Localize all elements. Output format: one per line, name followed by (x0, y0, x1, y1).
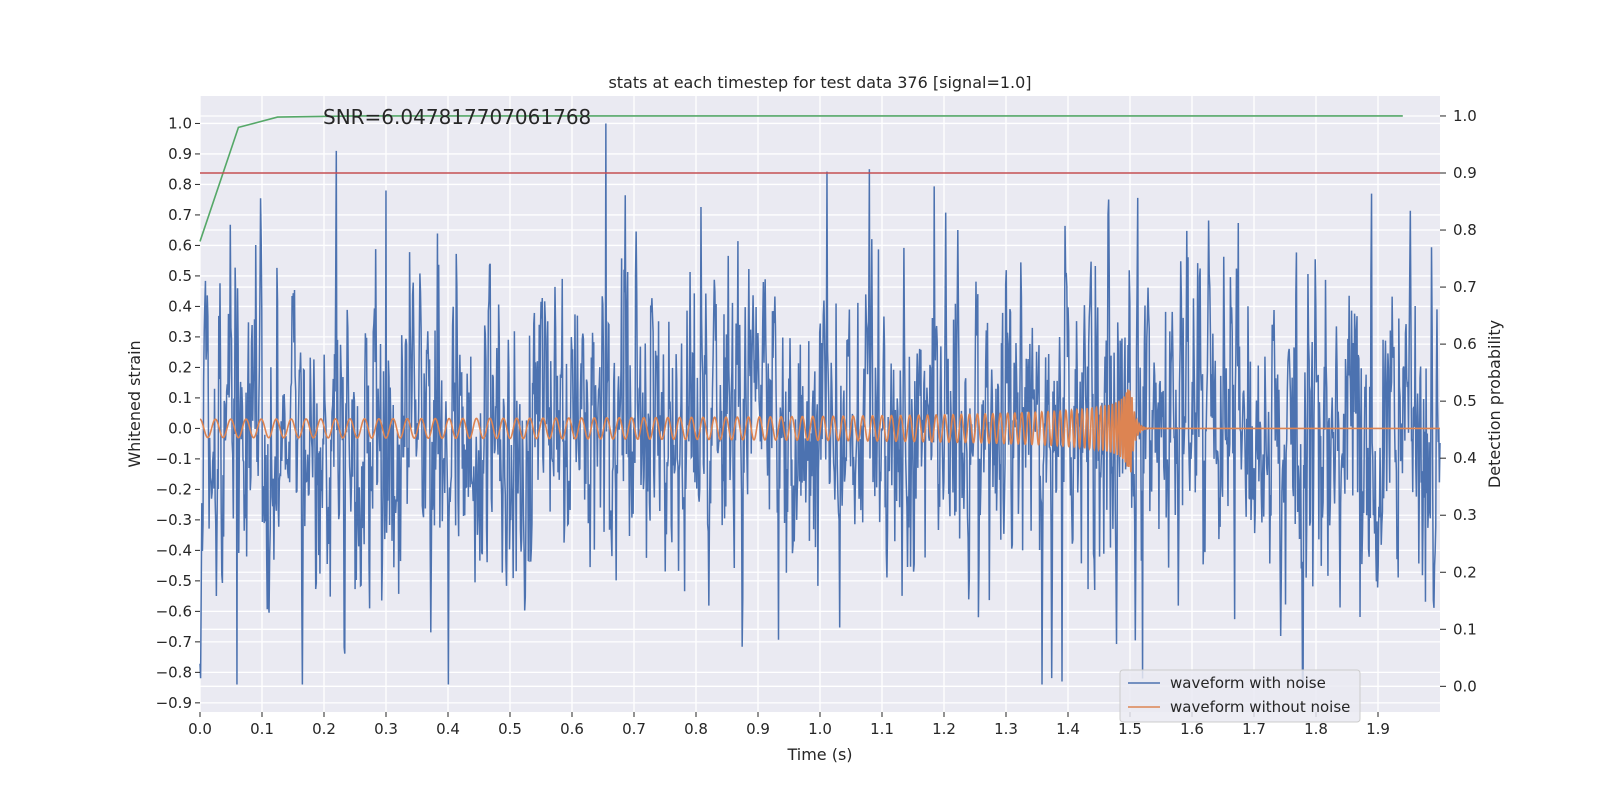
legend-box (1119, 669, 1361, 723)
x-tick-label: 1.3 (994, 720, 1018, 738)
y-left-tick-label: −0.3 (156, 511, 192, 529)
y-left-tick-label: 0.9 (168, 145, 192, 163)
y-right-tick-label: 0.4 (1453, 449, 1477, 467)
y-left-tick-label: 0.1 (168, 389, 192, 407)
x-tick-label: 0.4 (436, 720, 460, 738)
x-tick-label: 1.1 (870, 720, 894, 738)
y-right-tick-label: 0.1 (1453, 620, 1477, 638)
y-left-tick-label: 0.6 (168, 236, 192, 254)
y-left-tick-label: −0.1 (156, 450, 192, 468)
y-left-tick-label: 0.8 (168, 175, 192, 193)
series-line-waveform-with-noise (199, 123, 1441, 686)
x-tick-label: 1.5 (1118, 720, 1142, 738)
legend-label-waveform-with-noise: waveform with noise (1170, 674, 1326, 692)
x-tick-label: 1.2 (932, 720, 956, 738)
x-tick-label: 1.8 (1304, 720, 1328, 738)
x-tick-label: 1.7 (1242, 720, 1266, 738)
y-right-tick-label: 0.3 (1453, 506, 1477, 524)
x-tick-label: 0.8 (684, 720, 708, 738)
y-right-tick-label: 1.0 (1453, 107, 1477, 125)
y-right-tick-label: 0.5 (1453, 392, 1477, 410)
snr-annotation: SNR=6.047817707061768 (323, 105, 591, 129)
legend-label-waveform-without-noise: waveform without noise (1170, 698, 1350, 716)
x-tick-label: 0.5 (498, 720, 522, 738)
x-tick-label: 0.3 (374, 720, 398, 738)
x-tick-label: 1.6 (1180, 720, 1204, 738)
y-axis-label-left: Whitened strain (125, 340, 144, 467)
x-tick-label: 0.9 (746, 720, 770, 738)
x-tick-label: 1.0 (808, 720, 832, 738)
ticks: 0.0 0.1 0.2 0.3 0.4 0.5 0.6 0.7 0.8 0.9 1.0 1.1 1.2 1… (156, 107, 1477, 738)
y-left-tick-label: −0.6 (156, 602, 192, 620)
y-left-tick-label: −0.7 (156, 633, 192, 651)
y-axis-label-right: Detection probability (1485, 320, 1504, 488)
x-tick-label: 0.1 (250, 720, 274, 738)
x-axis-label: Time (s) (786, 745, 852, 764)
series-line-waveform-without-noise (199, 389, 1440, 473)
series-layer (199, 115, 1441, 686)
y-right-tick-label: 0.2 (1453, 563, 1477, 581)
series-line-detection-probability (199, 115, 1403, 242)
y-left-tick-label: 1.0 (168, 114, 192, 132)
y-right-tick-label: 0.0 (1453, 677, 1477, 695)
y-left-tick-label: −0.4 (156, 541, 192, 559)
y-left-tick-label: 0.3 (168, 328, 192, 346)
x-tick-label: 0.0 (188, 720, 212, 738)
y-left-tick-label: 0.7 (168, 206, 192, 224)
x-tick-label: 0.6 (560, 720, 584, 738)
y-right-tick-label: 0.7 (1453, 278, 1477, 296)
y-left-tick-label: 0.2 (168, 358, 192, 376)
x-tick-label: 1.4 (1056, 720, 1080, 738)
chart-title: stats at each timestep for test data 376… (608, 73, 1031, 92)
y-left-tick-label: −0.5 (156, 572, 192, 590)
y-left-tick-label: 0.5 (168, 267, 192, 285)
legend: waveform with noise waveform without noi… (1119, 669, 1361, 723)
x-tick-label: 0.7 (622, 720, 646, 738)
y-left-tick-label: 0.4 (168, 297, 192, 315)
y-right-tick-label: 0.9 (1453, 164, 1477, 182)
y-left-tick-label: 0.0 (168, 419, 192, 437)
y-left-tick-label: −0.2 (156, 480, 192, 498)
y-left-tick-label: −0.8 (156, 663, 192, 681)
y-left-tick-label: −0.9 (156, 694, 192, 712)
grid (199, 96, 1440, 712)
x-tick-label: 1.9 (1366, 720, 1390, 738)
y-right-tick-label: 0.8 (1453, 221, 1477, 239)
x-tick-label: 0.2 (312, 720, 336, 738)
y-right-tick-label: 0.6 (1453, 335, 1477, 353)
